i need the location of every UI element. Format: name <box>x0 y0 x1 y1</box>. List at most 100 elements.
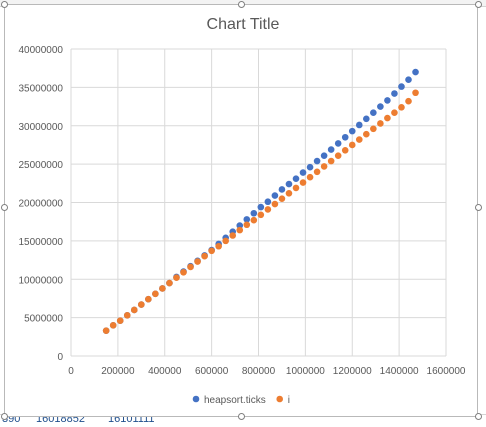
x-tick-label: 0 <box>68 366 74 377</box>
data-point[interactable] <box>215 242 222 250</box>
data-point[interactable] <box>187 263 194 271</box>
data-point[interactable] <box>334 152 342 159</box>
data-point[interactable] <box>236 226 244 234</box>
legend-marker <box>276 395 284 403</box>
data-point[interactable] <box>236 222 244 229</box>
data-point[interactable] <box>355 121 363 129</box>
data-point[interactable] <box>264 206 272 213</box>
data-point[interactable] <box>391 109 398 117</box>
data-point[interactable] <box>299 179 307 186</box>
data-point[interactable] <box>391 90 398 97</box>
data-point[interactable] <box>348 141 356 149</box>
gridlines <box>70 48 447 357</box>
data-point[interactable] <box>152 290 159 298</box>
chart-title[interactable]: Chart Title <box>207 16 280 33</box>
data-point[interactable] <box>334 140 342 147</box>
data-point[interactable] <box>370 125 377 133</box>
data-point[interactable] <box>250 216 258 224</box>
x-tick-label: 600000 <box>195 366 229 377</box>
data-point[interactable] <box>208 247 215 255</box>
x-tick-label: 400000 <box>148 366 182 377</box>
data-point[interactable] <box>306 173 314 181</box>
legend-label[interactable]: heapsort.ticks <box>204 395 266 406</box>
data-point[interactable] <box>341 147 349 154</box>
data-point[interactable] <box>412 68 419 76</box>
tick-labels: 0500000010000000150000002000000025000000… <box>19 45 466 377</box>
data-point[interactable] <box>313 168 321 176</box>
y-tick-label: 35000000 <box>19 83 64 94</box>
resize-handle-top[interactable] <box>238 1 245 8</box>
data-point[interactable] <box>348 127 356 135</box>
data-point[interactable] <box>116 317 124 324</box>
x-tick-label: 200000 <box>101 366 135 377</box>
data-point[interactable] <box>313 157 321 165</box>
legend[interactable]: heapsort.ticks i <box>192 395 290 406</box>
data-point[interactable] <box>123 312 131 319</box>
data-point[interactable] <box>363 115 370 123</box>
data-point[interactable] <box>243 216 251 223</box>
data-point[interactable] <box>264 198 272 206</box>
data-point[interactable] <box>405 97 412 105</box>
data-point[interactable] <box>130 306 138 314</box>
data-point[interactable] <box>285 189 293 197</box>
data-point[interactable] <box>250 209 258 217</box>
legend-label[interactable]: i <box>288 395 290 406</box>
resize-handle-right[interactable] <box>475 204 482 211</box>
data-point[interactable] <box>412 89 419 97</box>
data-point[interactable] <box>278 195 286 202</box>
resize-handle-bottom-left[interactable] <box>1 413 8 420</box>
data-point[interactable] <box>102 327 110 334</box>
resize-handle-left[interactable] <box>1 204 8 211</box>
resize-handle-bottom[interactable] <box>238 413 245 420</box>
data-point[interactable] <box>398 104 405 111</box>
data-point[interactable] <box>341 133 349 141</box>
data-point[interactable] <box>222 237 229 245</box>
data-point[interactable] <box>257 211 265 219</box>
legend-marker <box>192 395 200 403</box>
data-point[interactable] <box>306 163 314 171</box>
data-point[interactable] <box>145 295 152 303</box>
data-point[interactable] <box>292 175 300 183</box>
data-point[interactable] <box>355 136 363 143</box>
data-point[interactable] <box>285 180 293 188</box>
y-tick-label: 25000000 <box>19 160 64 171</box>
data-point[interactable] <box>243 221 251 229</box>
data-point[interactable] <box>327 146 335 153</box>
data-point[interactable] <box>180 269 187 276</box>
data-point[interactable] <box>138 301 145 308</box>
resize-handle-top-right[interactable] <box>475 1 482 8</box>
data-point[interactable] <box>109 322 117 329</box>
data-point[interactable] <box>363 130 370 138</box>
data-point[interactable] <box>194 258 201 265</box>
data-point[interactable] <box>201 252 208 260</box>
data-point[interactable] <box>377 103 384 110</box>
data-point[interactable] <box>299 169 307 176</box>
data-point[interactable] <box>398 83 405 90</box>
data-point[interactable] <box>271 200 279 208</box>
data-point[interactable] <box>271 192 279 199</box>
data-points[interactable] <box>102 68 419 334</box>
data-point[interactable] <box>405 76 412 83</box>
data-point[interactable] <box>292 184 300 192</box>
resize-handle-top-left[interactable] <box>1 1 8 8</box>
data-point[interactable] <box>166 279 173 287</box>
data-point[interactable] <box>173 274 180 282</box>
data-point[interactable] <box>384 114 391 122</box>
resize-handle-bottom-right[interactable] <box>475 413 482 420</box>
data-point[interactable] <box>370 109 377 117</box>
data-point[interactable] <box>320 163 328 170</box>
data-point[interactable] <box>278 186 286 193</box>
data-point[interactable] <box>229 232 237 239</box>
data-point[interactable] <box>257 203 265 211</box>
y-tick-label: 0 <box>57 352 63 363</box>
y-tick-label: 30000000 <box>19 122 64 133</box>
y-tick-label: 40000000 <box>19 45 64 56</box>
x-tick-label: 1400000 <box>380 366 419 377</box>
data-point[interactable] <box>384 97 391 104</box>
data-point[interactable] <box>159 285 166 292</box>
data-point[interactable] <box>377 120 384 127</box>
data-point[interactable] <box>327 157 335 165</box>
x-tick-label: 1000000 <box>286 366 325 377</box>
data-point[interactable] <box>320 152 328 159</box>
